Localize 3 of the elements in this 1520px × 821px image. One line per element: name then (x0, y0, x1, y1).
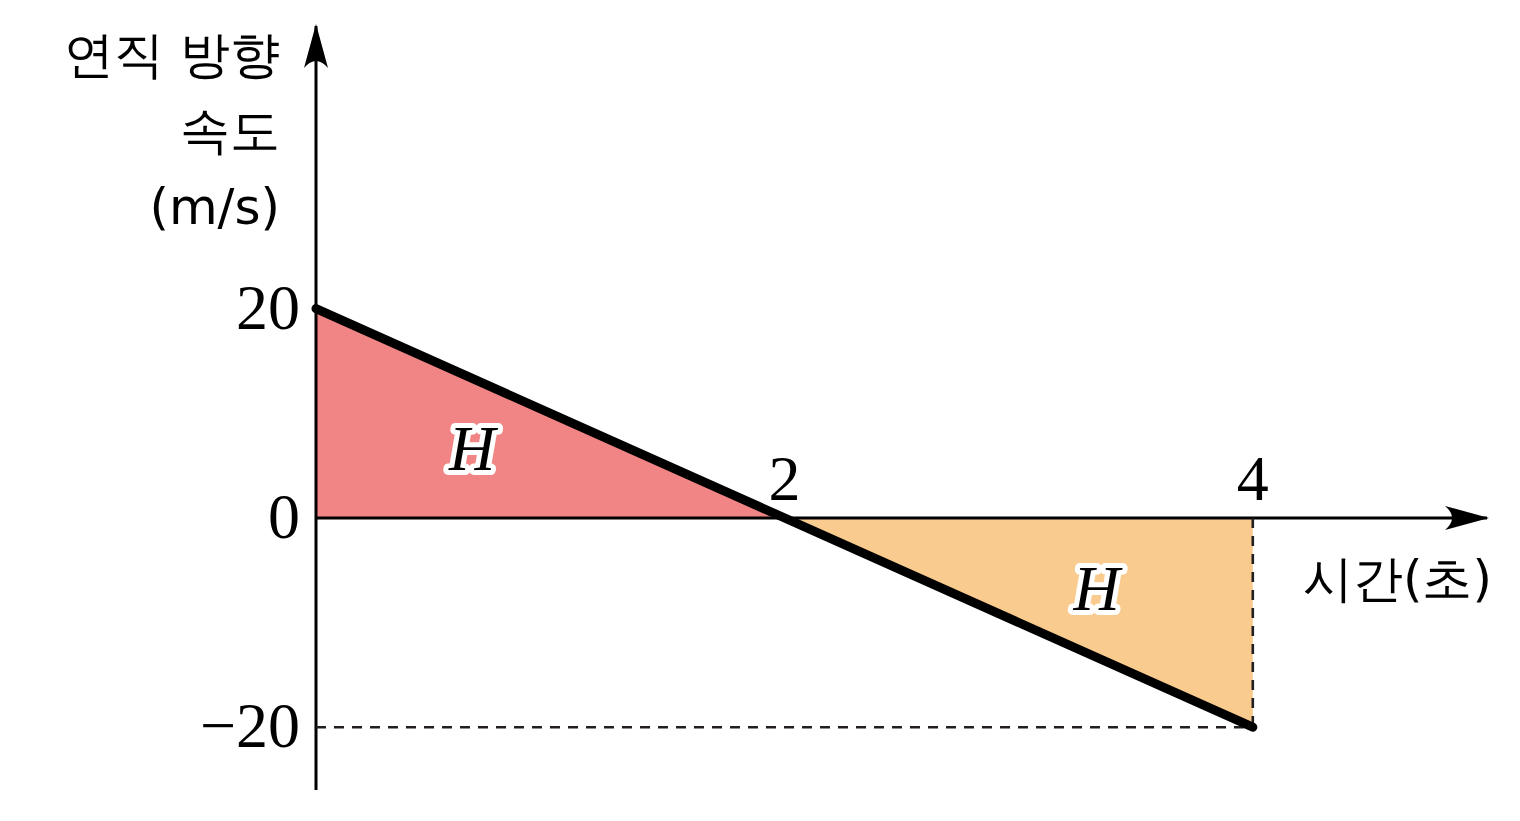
ylabel: 연직 방향 속도 (m/s) (64, 26, 280, 236)
xlabel: 시간(초) (1303, 549, 1492, 608)
annotation: H (449, 413, 496, 485)
